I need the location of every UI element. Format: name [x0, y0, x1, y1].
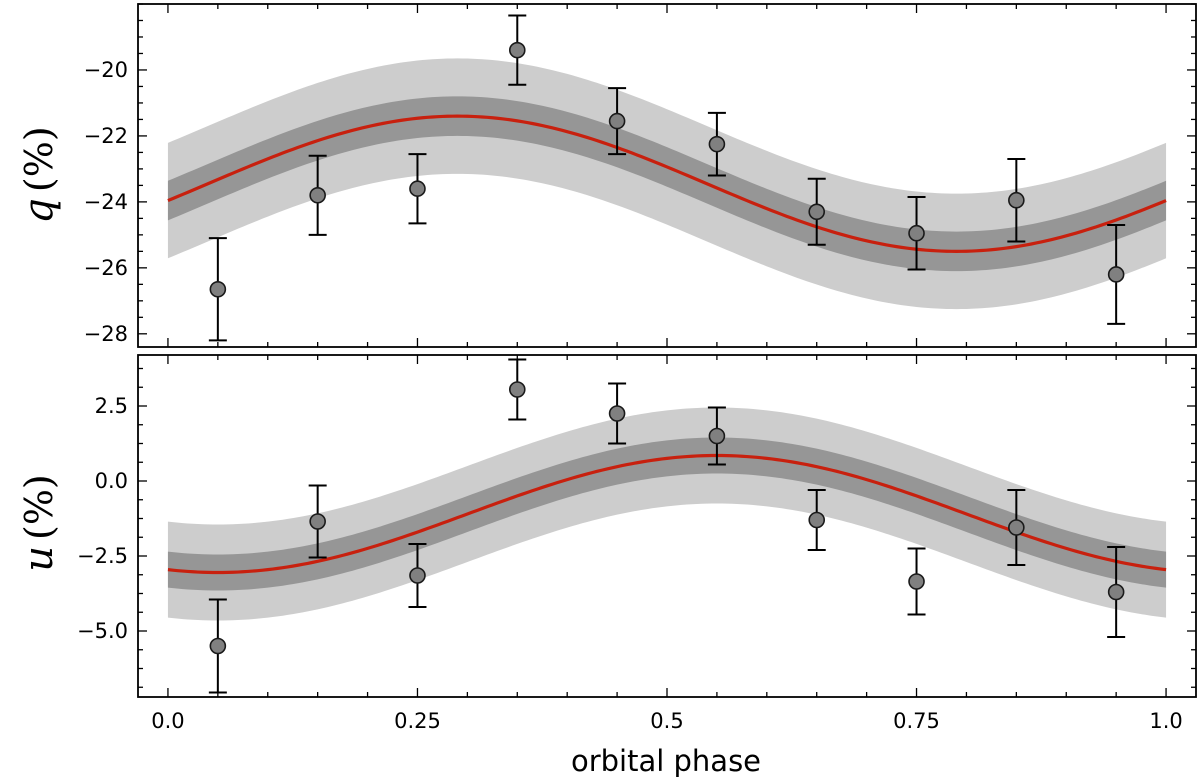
q-marker: [409, 180, 426, 197]
u-plot-area: [167, 358, 1167, 694]
u-y-tick-label: 0.0: [95, 469, 128, 493]
q-marker: [608, 112, 626, 130]
q-marker: [708, 135, 726, 153]
u-data-point: [1007, 489, 1026, 566]
x-tick-label: 0.25: [394, 709, 441, 733]
x-tick-label: 0.75: [893, 709, 940, 733]
u-marker: [1107, 583, 1125, 601]
q-marker: [808, 203, 826, 221]
u-marker: [209, 637, 227, 655]
u-model-line: [167, 453, 1167, 575]
u-marker: [808, 511, 826, 529]
q-marker: [309, 186, 326, 204]
u-marker: [908, 573, 925, 590]
u-marker: [708, 427, 726, 445]
q-marker: [1008, 191, 1025, 209]
u-data-point: [308, 484, 327, 559]
q-data-point: [1007, 158, 1026, 243]
q-y-tick-label: −24: [84, 190, 128, 214]
q-marker: [508, 41, 526, 59]
q-inner-band: [167, 96, 1167, 272]
x-tick-label: 1.0: [1149, 709, 1182, 733]
u-marker: [409, 567, 426, 584]
u-data-point: [707, 406, 726, 466]
q-marker: [209, 280, 227, 298]
u-marker: [309, 513, 326, 530]
x-tick-label: 0.5: [650, 709, 683, 733]
q-frame: [137, 3, 1197, 348]
q-data-point: [608, 87, 627, 156]
q-ylabel-var: q: [16, 198, 62, 224]
q-marker: [1107, 266, 1125, 283]
q-data-point: [1107, 223, 1126, 325]
q-model-line: [167, 114, 1167, 253]
q-data-point: [508, 14, 527, 86]
u-y-tick-label: −5.0: [77, 619, 128, 643]
q-marker: [908, 224, 925, 242]
x-axis-title: orbital phase: [571, 744, 761, 778]
u-axes: −5.0 −2.5 0.0 2.5 0.0 0.25 0.5 0.75 1.0: [77, 354, 1197, 733]
u-data-point: [1107, 546, 1126, 638]
u-ylabel-var: u: [16, 546, 62, 572]
u-data-point: [408, 543, 427, 608]
u-ylabel-unit: (%): [17, 474, 61, 540]
u-marker: [508, 381, 526, 398]
u-data-point: [608, 382, 627, 445]
q-panel: −28 −26 −24 −22 −20: [84, 3, 1197, 348]
u-frame: [137, 354, 1197, 698]
u-panel-ylabel: u (%): [16, 474, 62, 572]
q-data-point: [208, 237, 227, 342]
u-marker: [608, 405, 626, 422]
q-y-tick-label: −22: [84, 124, 128, 148]
q-y-tick-label: −28: [84, 322, 128, 346]
q-data-point: [308, 154, 327, 236]
q-y-tick-label: −26: [84, 256, 128, 280]
q-plot-area: [167, 14, 1167, 342]
u-marker: [1008, 519, 1025, 536]
q-data-point: [707, 111, 726, 177]
x-tick-label: 0.0: [151, 709, 184, 733]
u-y-tick-label: 2.5: [95, 394, 128, 418]
u-data-point: [508, 358, 527, 421]
q-data-point: [907, 195, 926, 271]
q-axes: −28 −26 −24 −22 −20: [84, 3, 1197, 348]
q-panel-ylabel: q (%): [16, 126, 62, 223]
q-ylabel-unit: (%): [17, 126, 61, 192]
u-data-point: [907, 547, 926, 616]
q-data-point: [807, 177, 826, 246]
u-panel: −5.0 −2.5 0.0 2.5 0.0 0.25 0.5 0.75 1.0: [77, 354, 1197, 733]
q-y-tick-label: −20: [84, 58, 128, 82]
u-data-point: [807, 489, 826, 551]
u-y-tick-label: −2.5: [77, 544, 128, 568]
q-data-point: [408, 153, 427, 225]
